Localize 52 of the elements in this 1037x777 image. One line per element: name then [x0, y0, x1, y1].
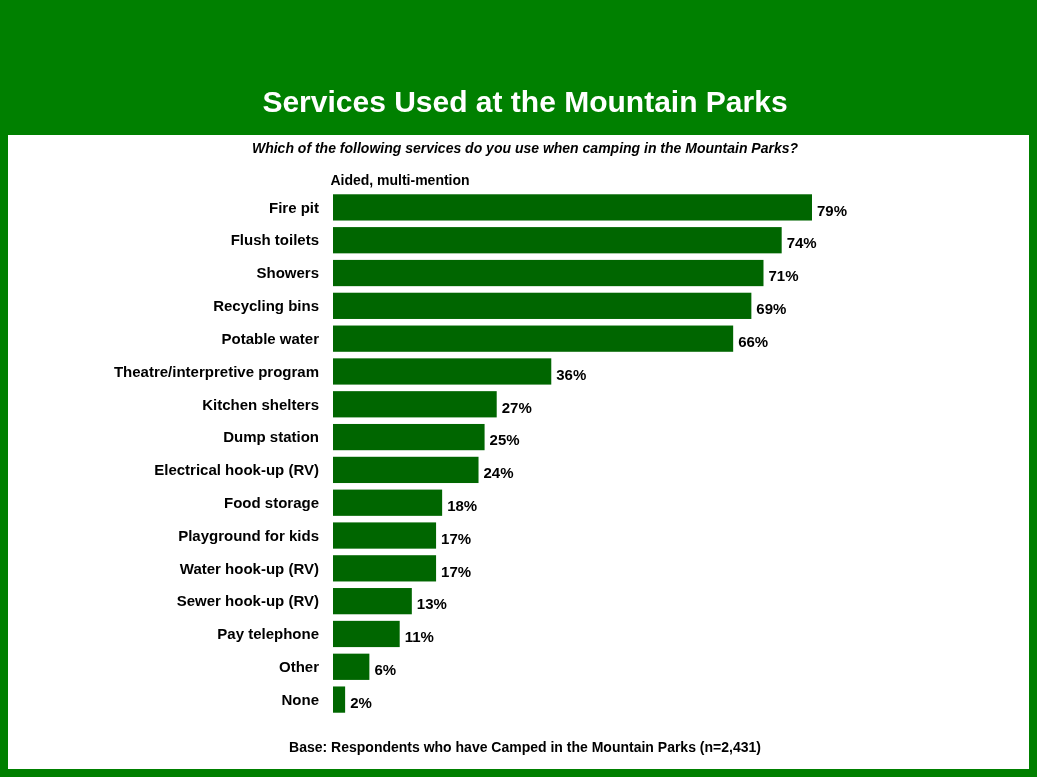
bar — [333, 489, 443, 516]
y-tick-label: Fire pit — [268, 198, 319, 216]
data-label: 74% — [786, 234, 817, 252]
data-label: 18% — [447, 496, 478, 514]
bar — [333, 194, 812, 221]
bar — [333, 653, 370, 680]
y-tick-label: Theatre/interpretive program — [113, 362, 319, 380]
data-label: 17% — [441, 562, 472, 580]
data-label: 66% — [738, 332, 769, 350]
data-label: 17% — [441, 529, 472, 547]
bar — [333, 292, 752, 319]
bar — [333, 522, 437, 549]
y-tick-label: None — [281, 690, 319, 708]
y-tick-label: Food storage — [223, 493, 319, 511]
y-tick-label: Pay telephone — [217, 625, 319, 643]
y-tick-label: Other — [278, 658, 320, 676]
data-label: 36% — [556, 365, 587, 383]
y-tick-label: Kitchen shelters — [202, 395, 319, 413]
data-label: 2% — [350, 693, 372, 711]
bar — [333, 423, 485, 451]
data-label: 71% — [768, 267, 799, 285]
data-label: 79% — [817, 201, 848, 219]
bar — [333, 391, 497, 418]
bar — [333, 686, 346, 713]
data-label: 6% — [374, 661, 397, 679]
y-tick-label: Sewer hook-up (RV) — [176, 592, 319, 610]
y-tick-label: Water hook-up (RV) — [179, 559, 319, 577]
data-label: 27% — [501, 398, 532, 416]
y-tick-label: Playground for kids — [178, 526, 319, 544]
bar — [333, 227, 782, 254]
data-label: 69% — [756, 300, 787, 318]
text: Aided, multi-mention — [330, 172, 470, 188]
bar — [333, 555, 437, 582]
bar — [333, 325, 734, 352]
chart-subtitle: Which of the following services do you use when camping in the Mountain Parks? — [251, 140, 799, 156]
bar — [333, 620, 400, 648]
bar — [333, 456, 479, 484]
data-label: 11% — [404, 628, 434, 646]
y-tick-label: Electrical hook-up (RV) — [154, 461, 319, 479]
y-tick-label: Flush toilets — [230, 231, 319, 249]
chart-title: Services Used at the Mountain Parks — [262, 85, 788, 118]
y-tick-label: Potable water — [221, 329, 320, 347]
y-tick-label: Recycling bins — [213, 297, 319, 315]
bar — [333, 588, 412, 615]
bar — [333, 259, 764, 287]
y-tick-label: Showers — [256, 264, 319, 282]
data-label: 13% — [416, 595, 447, 613]
y-tick-label: Dump station — [223, 428, 319, 446]
text: Base: Respondents who have Camped in the Mountain Parks (n=2,431) — [289, 739, 761, 755]
bar — [333, 358, 552, 385]
data-label: 25% — [489, 431, 520, 449]
data-label: 24% — [483, 464, 514, 482]
